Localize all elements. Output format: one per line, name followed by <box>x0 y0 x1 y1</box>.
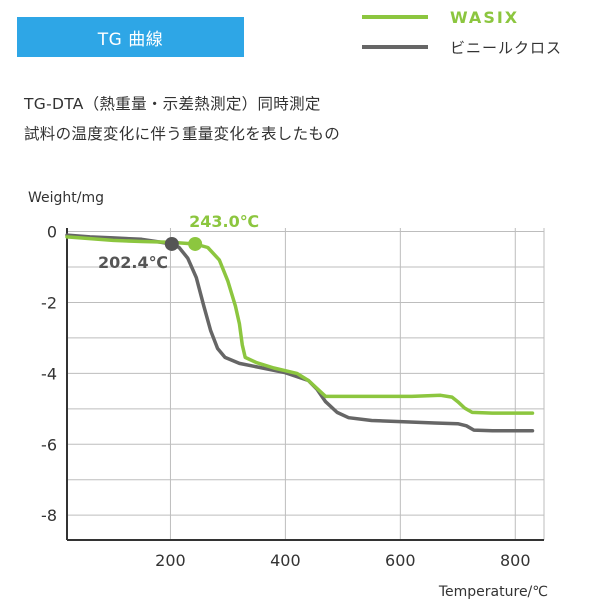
y-tick-label: -8 <box>41 506 57 525</box>
onset-marker-vinyl-cloth <box>164 236 179 251</box>
x-tick-label: 800 <box>500 551 531 570</box>
description-line-2: 試料の温度変化に伴う重量変化を表したもの <box>24 125 341 143</box>
onset-marker-wasix <box>188 236 203 251</box>
legend-swatch-wasix <box>362 15 428 19</box>
x-tick-label: 600 <box>385 551 416 570</box>
y-tick-label: 0 <box>47 223 57 242</box>
legend-label-vinyl-cloth: ビニールクロス <box>450 38 563 57</box>
y-tick-label: -4 <box>41 364 57 383</box>
y-tick-label: -2 <box>41 293 57 312</box>
series-line-wasix <box>65 235 535 415</box>
plot-area <box>67 228 544 540</box>
onset-label-vinyl-cloth: 202.4℃ <box>98 253 168 272</box>
onset-label-wasix: 243.0℃ <box>189 212 259 231</box>
legend-label-wasix: WASIX <box>450 7 520 27</box>
x-tick-label: 200 <box>155 551 186 570</box>
y-axis-title: Weight/mg <box>28 190 104 206</box>
x-tick-label: 400 <box>270 551 301 570</box>
legend-swatch-vinyl-cloth <box>362 45 428 49</box>
legend-item-wasix: WASIX <box>362 7 519 27</box>
description-line-1: TG-DTA（熱重量・示差熱測定）同時測定 <box>24 95 321 113</box>
tg-curve-tag: TG 曲線 <box>17 17 244 57</box>
legend-item-vinyl-cloth: ビニールクロス <box>362 37 562 57</box>
y-tick-label: -6 <box>41 435 57 454</box>
x-axis-title: Temperature/℃ <box>438 584 548 600</box>
chart-legend: WASIX ビニールクロス <box>362 5 597 60</box>
